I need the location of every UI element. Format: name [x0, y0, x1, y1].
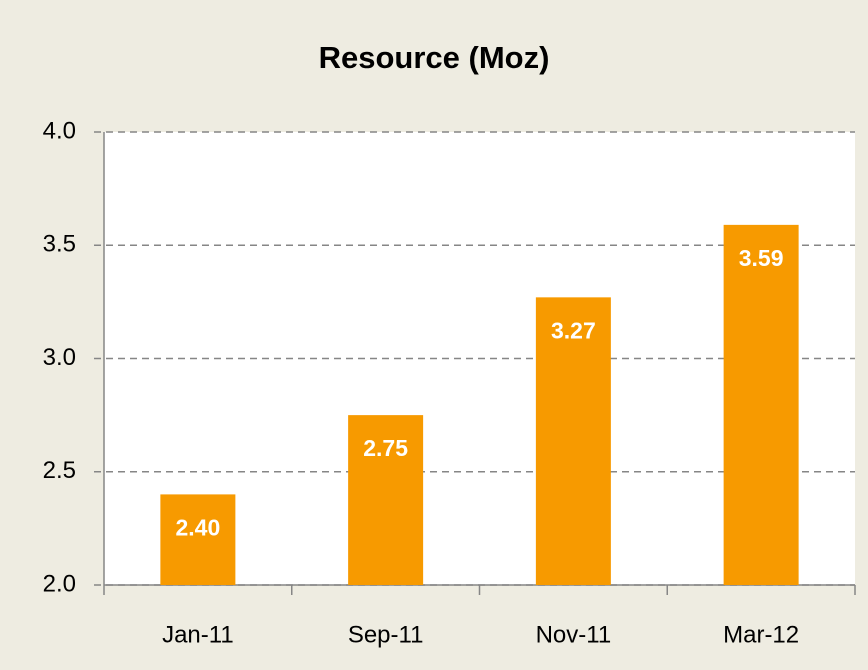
data-label: 2.75	[363, 435, 408, 461]
chart-title: Resource (Moz)	[319, 40, 550, 75]
bar	[723, 224, 799, 586]
bar	[348, 415, 424, 585]
x-tick-label: Nov-11	[536, 621, 612, 648]
y-tick-label: 3.0	[43, 344, 76, 371]
y-tick-label: 3.5	[43, 231, 76, 258]
data-label: 3.59	[739, 245, 784, 271]
bar	[160, 494, 236, 585]
data-label: 3.27	[551, 317, 596, 343]
y-tick-label: 2.5	[43, 457, 76, 484]
y-tick-label: 2.0	[43, 570, 76, 597]
x-tick-label: Jan-11	[162, 621, 234, 648]
y-tick-label: 4.0	[43, 117, 76, 144]
data-label: 2.40	[175, 514, 220, 540]
x-tick-label: Mar-12	[723, 621, 799, 648]
bar	[535, 297, 611, 585]
x-tick-label: Sep-11	[348, 621, 424, 648]
